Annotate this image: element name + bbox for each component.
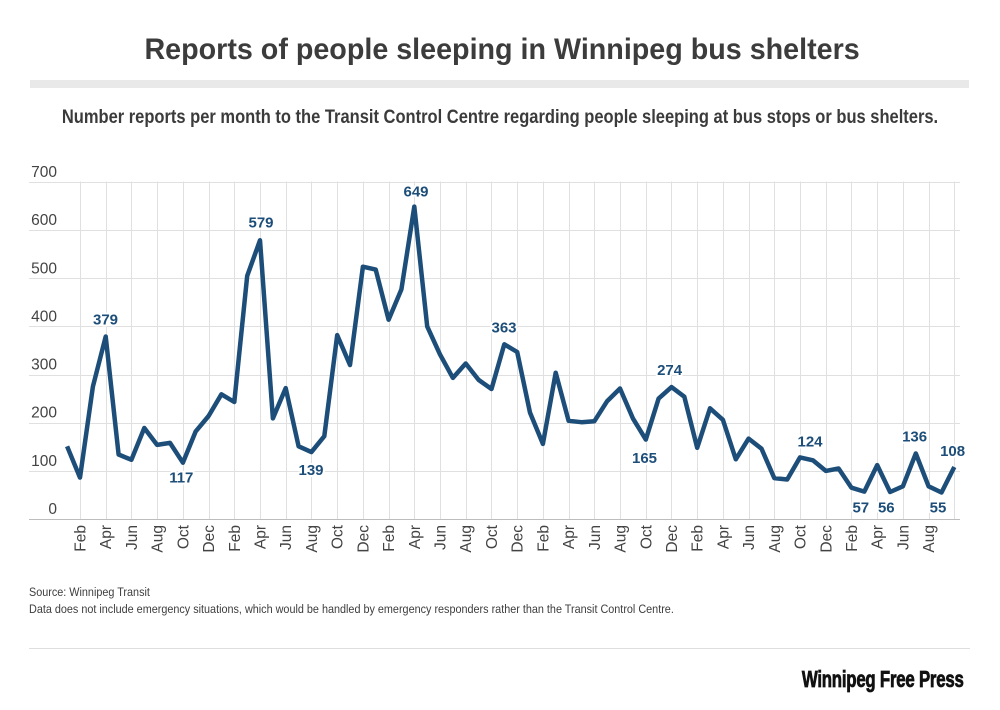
svg-text:165: 165 [632,450,657,467]
svg-text:Oct: Oct [793,524,810,549]
svg-text:Feb: Feb [227,525,244,552]
svg-text:Jun: Jun [124,525,141,550]
svg-text:Feb: Feb [844,525,861,552]
svg-text:Apr: Apr [253,525,270,549]
svg-text:379: 379 [93,312,118,329]
svg-text:Aug: Aug [458,525,475,553]
svg-text:Jun: Jun [895,525,912,550]
svg-text:274: 274 [657,362,683,379]
svg-text:Feb: Feb [381,525,398,552]
svg-text:124: 124 [797,434,823,451]
svg-text:Oct: Oct [484,524,501,549]
svg-text:139: 139 [298,462,323,479]
svg-text:649: 649 [403,183,428,200]
svg-text:Jun: Jun [278,525,295,550]
svg-text:117: 117 [169,470,193,487]
svg-text:300: 300 [31,357,57,374]
svg-text:Aug: Aug [150,525,167,553]
svg-text:108: 108 [940,443,965,460]
svg-text:579: 579 [248,215,273,232]
svg-text:55: 55 [930,500,947,517]
svg-text:Jun: Jun [741,525,758,550]
svg-text:Dec: Dec [201,525,218,553]
svg-text:400: 400 [31,308,57,325]
svg-text:Aug: Aug [613,525,630,553]
svg-text:Aug: Aug [304,525,321,553]
svg-text:Aug: Aug [921,525,938,553]
svg-text:500: 500 [31,260,57,277]
svg-text:Aug: Aug [767,525,784,553]
svg-text:Dec: Dec [510,525,527,553]
svg-text:363: 363 [491,320,516,337]
svg-text:Oct: Oct [638,524,655,549]
svg-text:Feb: Feb [690,525,707,552]
svg-text:Apr: Apr [715,525,732,549]
svg-text:Feb: Feb [535,525,552,552]
svg-text:Jun: Jun [587,525,604,550]
svg-text:100: 100 [31,453,57,470]
svg-text:Dec: Dec [355,525,372,553]
svg-text:Oct: Oct [175,524,192,549]
svg-text:Apr: Apr [870,525,887,549]
svg-text:Dec: Dec [818,525,835,553]
svg-text:0: 0 [48,501,57,518]
svg-text:Apr: Apr [407,525,424,549]
svg-text:56: 56 [878,500,895,517]
svg-text:200: 200 [31,405,57,422]
svg-text:Apr: Apr [561,525,578,549]
svg-text:57: 57 [852,500,869,517]
svg-text:Feb: Feb [73,525,90,552]
svg-text:136: 136 [902,429,927,446]
svg-text:Dec: Dec [664,525,681,553]
svg-text:Jun: Jun [433,525,450,550]
svg-text:Oct: Oct [330,524,347,549]
svg-text:Apr: Apr [98,525,115,549]
svg-text:700: 700 [31,164,57,181]
svg-text:600: 600 [31,212,57,229]
